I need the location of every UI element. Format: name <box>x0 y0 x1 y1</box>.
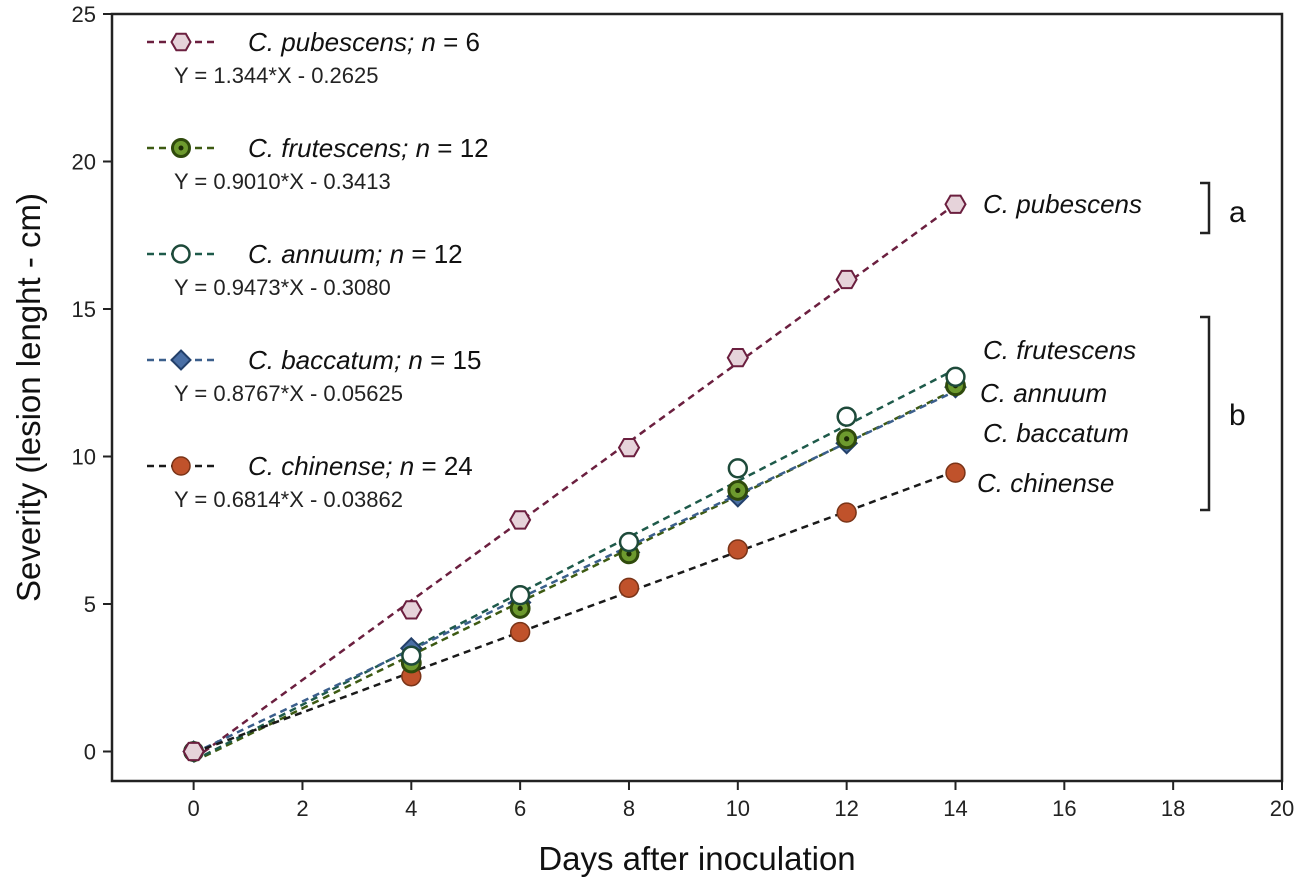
y-tick-label: 15 <box>72 297 96 322</box>
data-point <box>171 456 191 476</box>
legend-entry-baccatum: C. baccatum; n = 15 Y = 0.8767*X - 0.0562… <box>147 345 481 406</box>
x-tick-label: 6 <box>514 796 526 821</box>
axes-layer: 0 2 4 6 8 10 12 14 16 18 20 0 5 10 15 20 25 <box>72 2 1295 821</box>
plot-frame <box>110 12 1284 783</box>
x-tick-label: 20 <box>1270 796 1294 821</box>
y-tick-label: 25 <box>72 2 96 27</box>
x-tick-label: 14 <box>943 796 967 821</box>
fit-line-pubescens <box>192 203 957 761</box>
group-letter: b <box>1229 399 1246 432</box>
end-label-chinense: C. chinense <box>977 468 1114 498</box>
x-tick-label: 0 <box>188 796 200 821</box>
x-tick-label: 12 <box>834 796 858 821</box>
series-pubescens-markers <box>182 194 967 762</box>
data-point <box>617 438 641 458</box>
fit-line-chinense <box>193 470 956 754</box>
data-point <box>170 32 192 52</box>
x-tick-label: 18 <box>1161 796 1185 821</box>
y-tick-label: 0 <box>84 740 96 765</box>
annotations-layer: C. pubescens C. frutescens C. annuum C. bac… <box>977 181 1246 512</box>
legend-entry-frutescens: C. frutescens; n = 12 Y = 0.9010*X - 0.34… <box>147 133 489 194</box>
group-letter: a <box>1229 196 1246 229</box>
legend-entry-chinense: C. chinense; n = 24 Y = 0.6814*X - 0.0386… <box>147 451 473 512</box>
legend-equation: Y = 0.6814*X - 0.03862 <box>174 487 403 512</box>
data-point <box>944 194 967 214</box>
data-point <box>945 366 966 388</box>
legend-equation: Y = 0.8767*X - 0.05625 <box>174 381 403 406</box>
legend-label: C. pubescens; n = 6 <box>248 27 480 57</box>
legend-equation: Y = 1.344*X - 0.2625 <box>174 63 378 88</box>
end-label-annuum: C. annuum <box>980 378 1107 408</box>
legend-label: C. chinense; n = 24 <box>248 451 473 481</box>
x-tick-label: 2 <box>296 796 308 821</box>
fit-line-frutescens <box>193 388 957 763</box>
legend-entry-pubescens: C. pubescens; n = 6 Y = 1.344*X - 0.2625 <box>147 27 480 88</box>
data-point <box>400 600 423 620</box>
x-tick-label: 4 <box>405 796 417 821</box>
data-point <box>727 458 748 479</box>
series-annuum-markers <box>183 366 966 762</box>
data-point <box>401 645 422 666</box>
data-point <box>836 502 857 523</box>
data-point <box>509 584 531 606</box>
end-label-pubescens: C. pubescens <box>983 189 1142 219</box>
data-point-dot <box>178 145 184 151</box>
legend-label: C. annuum; n = 12 <box>248 239 463 269</box>
markers-layer <box>182 194 967 763</box>
y-tick-label: 20 <box>72 150 96 175</box>
end-label-baccatum: C. baccatum <box>983 418 1129 448</box>
data-point <box>835 269 858 290</box>
data-point <box>170 349 192 371</box>
group-bracket-a: a <box>1200 181 1246 235</box>
group-bracket-b: b <box>1200 315 1246 512</box>
data-point-dot <box>735 487 741 494</box>
data-point <box>618 531 640 553</box>
data-point <box>836 406 857 427</box>
bracket-line <box>1200 315 1211 512</box>
data-point <box>727 539 749 560</box>
y-tick-label: 5 <box>84 592 96 617</box>
data-point <box>171 244 191 264</box>
data-point <box>726 348 749 368</box>
data-point <box>182 741 205 762</box>
data-point-dot <box>626 551 632 557</box>
legend-label: C. frutescens; n = 12 <box>248 133 489 163</box>
fit-line-annuum <box>193 368 957 762</box>
legend-entry-annuum: C. annuum; n = 12 Y = 0.9473*X - 0.3080 <box>147 239 463 300</box>
fit-line-baccatum <box>193 389 957 755</box>
end-label-frutescens: C. frutescens <box>983 335 1136 365</box>
data-point-dot <box>844 436 850 442</box>
legend: C. pubescens; n = 6Y = 1.344*X - 0.2625C… <box>147 27 489 512</box>
legend-equation: Y = 0.9473*X - 0.3080 <box>174 275 391 300</box>
legend-label: C. baccatum; n = 15 <box>248 345 481 375</box>
data-point <box>509 510 532 530</box>
x-tick-label: 10 <box>726 796 750 821</box>
y-tick-label: 10 <box>72 445 96 470</box>
data-point <box>618 577 640 598</box>
series-frutescens-markers <box>183 375 966 762</box>
fit-lines-layer <box>192 203 957 763</box>
y-axis-title: Severity (lesion lenght - cm) <box>10 193 47 602</box>
data-point-dot <box>517 605 523 612</box>
x-tick-label: 8 <box>623 796 635 821</box>
x-tick-label: 16 <box>1052 796 1076 821</box>
x-axis-title: Days after inoculation <box>538 840 855 877</box>
bracket-line <box>1200 181 1211 235</box>
legend-equation: Y = 0.9010*X - 0.3413 <box>174 169 391 194</box>
data-point <box>509 621 531 643</box>
data-point <box>945 462 966 483</box>
